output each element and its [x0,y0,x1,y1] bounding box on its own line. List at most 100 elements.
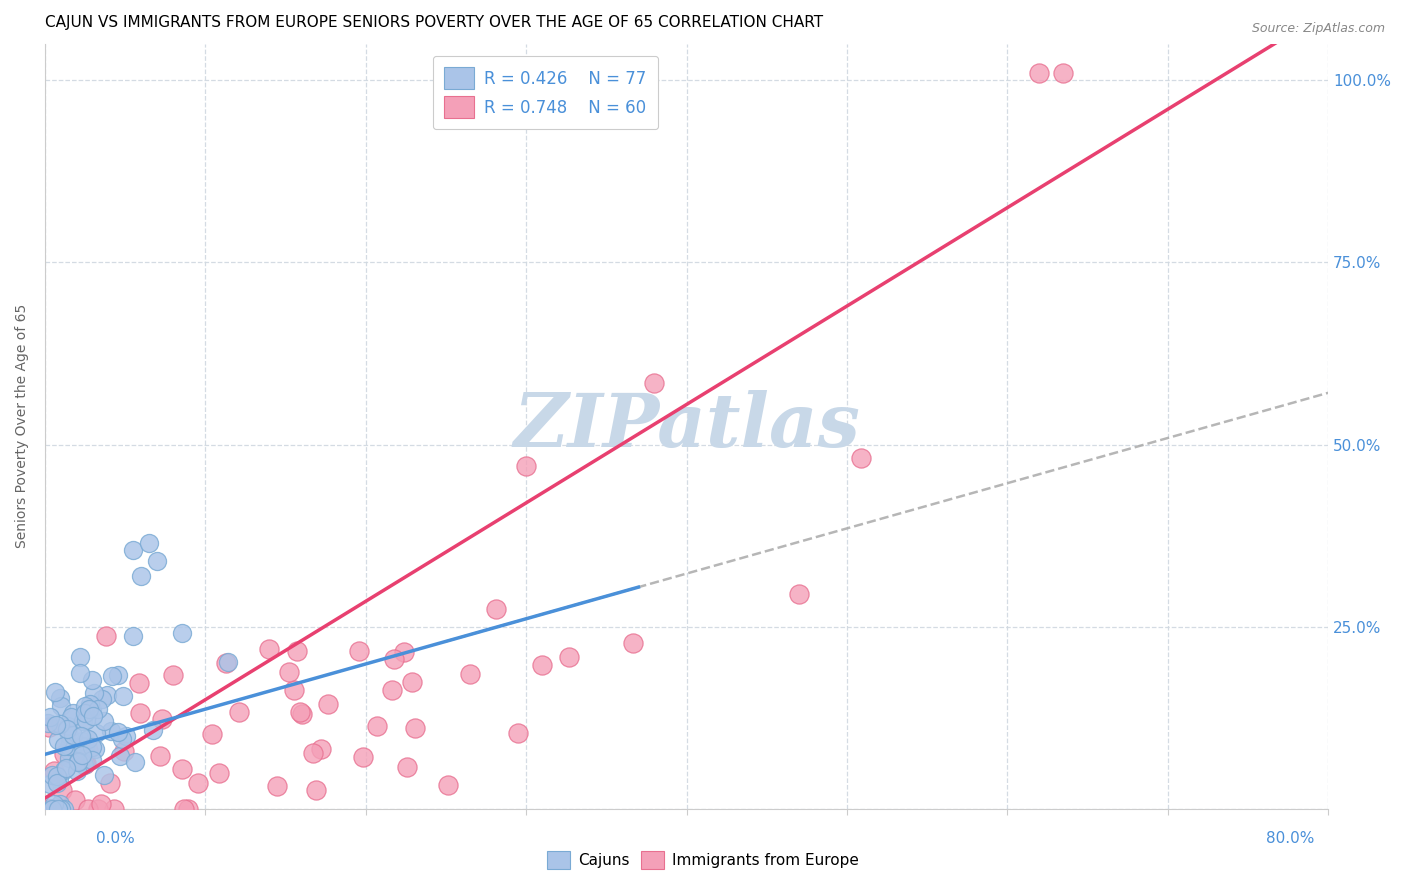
Point [1052,66,1074,80]
Point [46,769,69,783]
Point [215,656,238,670]
Point [62,739,84,753]
Point [404,721,426,735]
Point [396,759,419,773]
Point [291,706,314,721]
Point [643,376,665,390]
Point [849,450,872,465]
Point [122,543,145,558]
Point [103,802,125,816]
Point [46,775,69,789]
Point [73,739,96,754]
Point [53,763,76,777]
Point [124,755,146,769]
Point [58,739,80,753]
Point [69,666,91,681]
Point [82,740,104,755]
Point [208,766,231,780]
Point [46,802,69,816]
Text: CAJUN VS IMMIGRANTS FROM EUROPE SENIORS POVERTY OVER THE AGE OF 65 CORRELATION C: CAJUN VS IMMIGRANTS FROM EUROPE SENIORS … [45,15,823,30]
Point [42,764,65,779]
Point [76,802,98,816]
Point [48,797,70,811]
Point [162,668,184,682]
Point [484,602,506,616]
Point [69,649,91,664]
Point [73,706,96,720]
Point [114,729,136,743]
Point [170,762,193,776]
Point [72,739,94,754]
Point [112,744,135,758]
Y-axis label: Seniors Poverty Over the Age of 65: Seniors Poverty Over the Age of 65 [15,304,30,549]
Point [75,756,97,771]
Point [1028,66,1050,80]
Point [58,728,80,742]
Point [86,802,108,816]
Point [56,718,79,732]
Point [67,755,90,769]
Point [45,718,67,732]
Point [58,751,80,765]
Point [38,802,60,816]
Point [187,776,209,790]
Legend: Cajuns, Immigrants from Europe: Cajuns, Immigrants from Europe [541,845,865,875]
Point [128,676,150,690]
Point [352,750,374,764]
Point [288,705,311,719]
Point [530,657,553,672]
Point [101,668,124,682]
Point [302,746,325,760]
Point [217,655,239,669]
Point [62,706,84,720]
Point [558,649,581,664]
Point [70,729,93,743]
Point [63,793,86,807]
Point [515,459,537,474]
Point [98,775,121,789]
Point [283,682,305,697]
Point [138,536,160,550]
Point [201,726,224,740]
Point [94,629,117,643]
Point [266,779,288,793]
Point [382,652,405,666]
Point [93,714,115,728]
Point [177,802,200,816]
Point [62,728,84,742]
Point [96,689,118,703]
Point [83,686,105,700]
Point [318,698,340,712]
Point [48,772,70,786]
Point [146,554,169,568]
Point [304,783,326,797]
Point [107,724,129,739]
Point [172,626,194,640]
Point [37,715,59,730]
Point [52,739,75,753]
Point [66,755,89,769]
Point [79,697,101,711]
Point [49,698,72,713]
Point [100,723,122,738]
Point [51,802,73,816]
Point [38,709,60,723]
Point [80,702,103,716]
Point [56,722,79,736]
Point [52,802,75,816]
Point [621,636,644,650]
Point [228,705,250,719]
Point [90,797,112,812]
Point [80,753,103,767]
Point [787,587,810,601]
Point [77,702,100,716]
Point [93,768,115,782]
Point [111,690,134,704]
Point [75,714,97,728]
Point [460,667,482,681]
Point [257,641,280,656]
Point [59,710,82,724]
Point [41,768,63,782]
Point [58,744,80,758]
Point [84,725,107,739]
